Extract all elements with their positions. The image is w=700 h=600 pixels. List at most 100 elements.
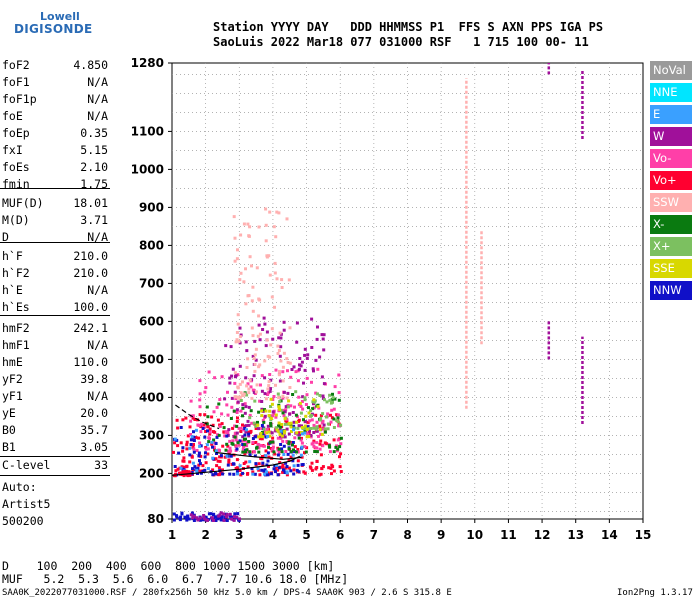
- echo-point: [304, 414, 308, 418]
- echo-point: [278, 354, 282, 358]
- echo-point: [332, 407, 336, 411]
- echo-point: [234, 445, 238, 449]
- echo-point: [279, 456, 283, 460]
- echo-point: [198, 444, 202, 448]
- separator-line: [0, 242, 110, 243]
- echo-point: [265, 338, 269, 342]
- echo-point: [320, 421, 324, 425]
- echo-point: [198, 379, 202, 383]
- echo-point: [189, 419, 193, 423]
- echo-point: [216, 418, 220, 422]
- echo-point: [220, 422, 224, 426]
- echo-point: [303, 471, 307, 475]
- echo-point: [223, 397, 227, 401]
- echo-point: [311, 407, 315, 411]
- echo-point: [225, 442, 229, 446]
- echo-point: [184, 465, 188, 469]
- echo-point: [338, 465, 342, 469]
- echo-point: [250, 326, 254, 330]
- y-tick-label: 1280: [131, 56, 164, 70]
- echo-point: [257, 462, 261, 466]
- echo-point: [318, 442, 322, 446]
- echo-point: [242, 392, 246, 396]
- echo-point: [320, 375, 324, 379]
- echo-point: [263, 468, 267, 472]
- echo-point: [285, 357, 289, 361]
- echo-point: [247, 432, 251, 436]
- echo-point: [274, 383, 277, 387]
- echo-point: [186, 434, 190, 438]
- echo-point: [245, 349, 249, 353]
- echo-point: [231, 462, 235, 466]
- echo-point: [225, 434, 229, 438]
- echo-point: [315, 459, 319, 463]
- echo-point: [293, 445, 297, 449]
- echo-point: [181, 418, 185, 422]
- echo-point: [276, 436, 280, 440]
- echo-point: [322, 382, 326, 386]
- echo-point: [194, 436, 198, 439]
- echo-point: [273, 452, 277, 456]
- echo-point: [281, 396, 285, 400]
- echo-point: [269, 387, 272, 391]
- param-value: N/A: [87, 230, 108, 244]
- echo-point: [289, 421, 293, 425]
- echo-point: [282, 444, 286, 448]
- echo-point: [203, 468, 207, 472]
- echo-point: [204, 386, 208, 390]
- param-name: h`E: [2, 283, 23, 297]
- echo-point: [316, 392, 319, 396]
- echo-point: [191, 414, 195, 418]
- echo-point: [278, 331, 282, 335]
- echo-point: [284, 408, 288, 412]
- echo-point: [330, 472, 333, 476]
- x-tick-label: 9: [437, 528, 445, 542]
- echo-point: [224, 344, 228, 348]
- echo-point: [298, 357, 302, 360]
- legend-item-w: W: [650, 127, 692, 146]
- echo-point: [262, 444, 266, 448]
- echo-point: [198, 462, 202, 466]
- echo-point: [222, 430, 226, 434]
- echo-point: [317, 434, 320, 438]
- echo-point: [227, 451, 231, 455]
- echo-point: [238, 395, 242, 399]
- echo-point: [296, 463, 300, 467]
- echo-point: [329, 466, 333, 470]
- echo-point: [251, 470, 255, 474]
- echo-point: [327, 466, 331, 470]
- echo-point: [291, 459, 295, 463]
- echo-point: [279, 429, 283, 433]
- echo-point: [255, 266, 259, 270]
- x-tick-label: 10: [466, 528, 483, 542]
- echo-point: [320, 333, 324, 337]
- echo-point: [233, 512, 237, 516]
- echo-point: [215, 452, 218, 455]
- echo-point: [278, 379, 282, 383]
- echo-point: [190, 455, 194, 459]
- echo-point: [246, 465, 250, 469]
- echo-point: [250, 421, 254, 425]
- echo-point: [306, 433, 310, 437]
- trace-profile-line: [171, 455, 301, 476]
- param-row: M(D) 3.71: [2, 213, 108, 229]
- echo-point: [259, 432, 263, 435]
- echo-point: [300, 436, 303, 440]
- echo-point: [242, 445, 246, 448]
- echo-point: [306, 420, 310, 424]
- echo-point: [177, 451, 181, 455]
- echo-point: [235, 331, 239, 334]
- echo-point: [280, 423, 284, 426]
- echo-point: [227, 428, 231, 432]
- echo-point: [310, 380, 313, 384]
- echo-point: [269, 472, 273, 476]
- echo-point: [238, 335, 242, 339]
- echo-point: [299, 411, 303, 415]
- echo-point: [212, 410, 216, 414]
- echo-point: [221, 468, 224, 472]
- echo-point: [245, 444, 249, 448]
- echo-point: [268, 373, 272, 376]
- echo-point: [216, 433, 219, 437]
- echo-point: [237, 426, 241, 430]
- param-row: yF1 N/A: [2, 389, 108, 405]
